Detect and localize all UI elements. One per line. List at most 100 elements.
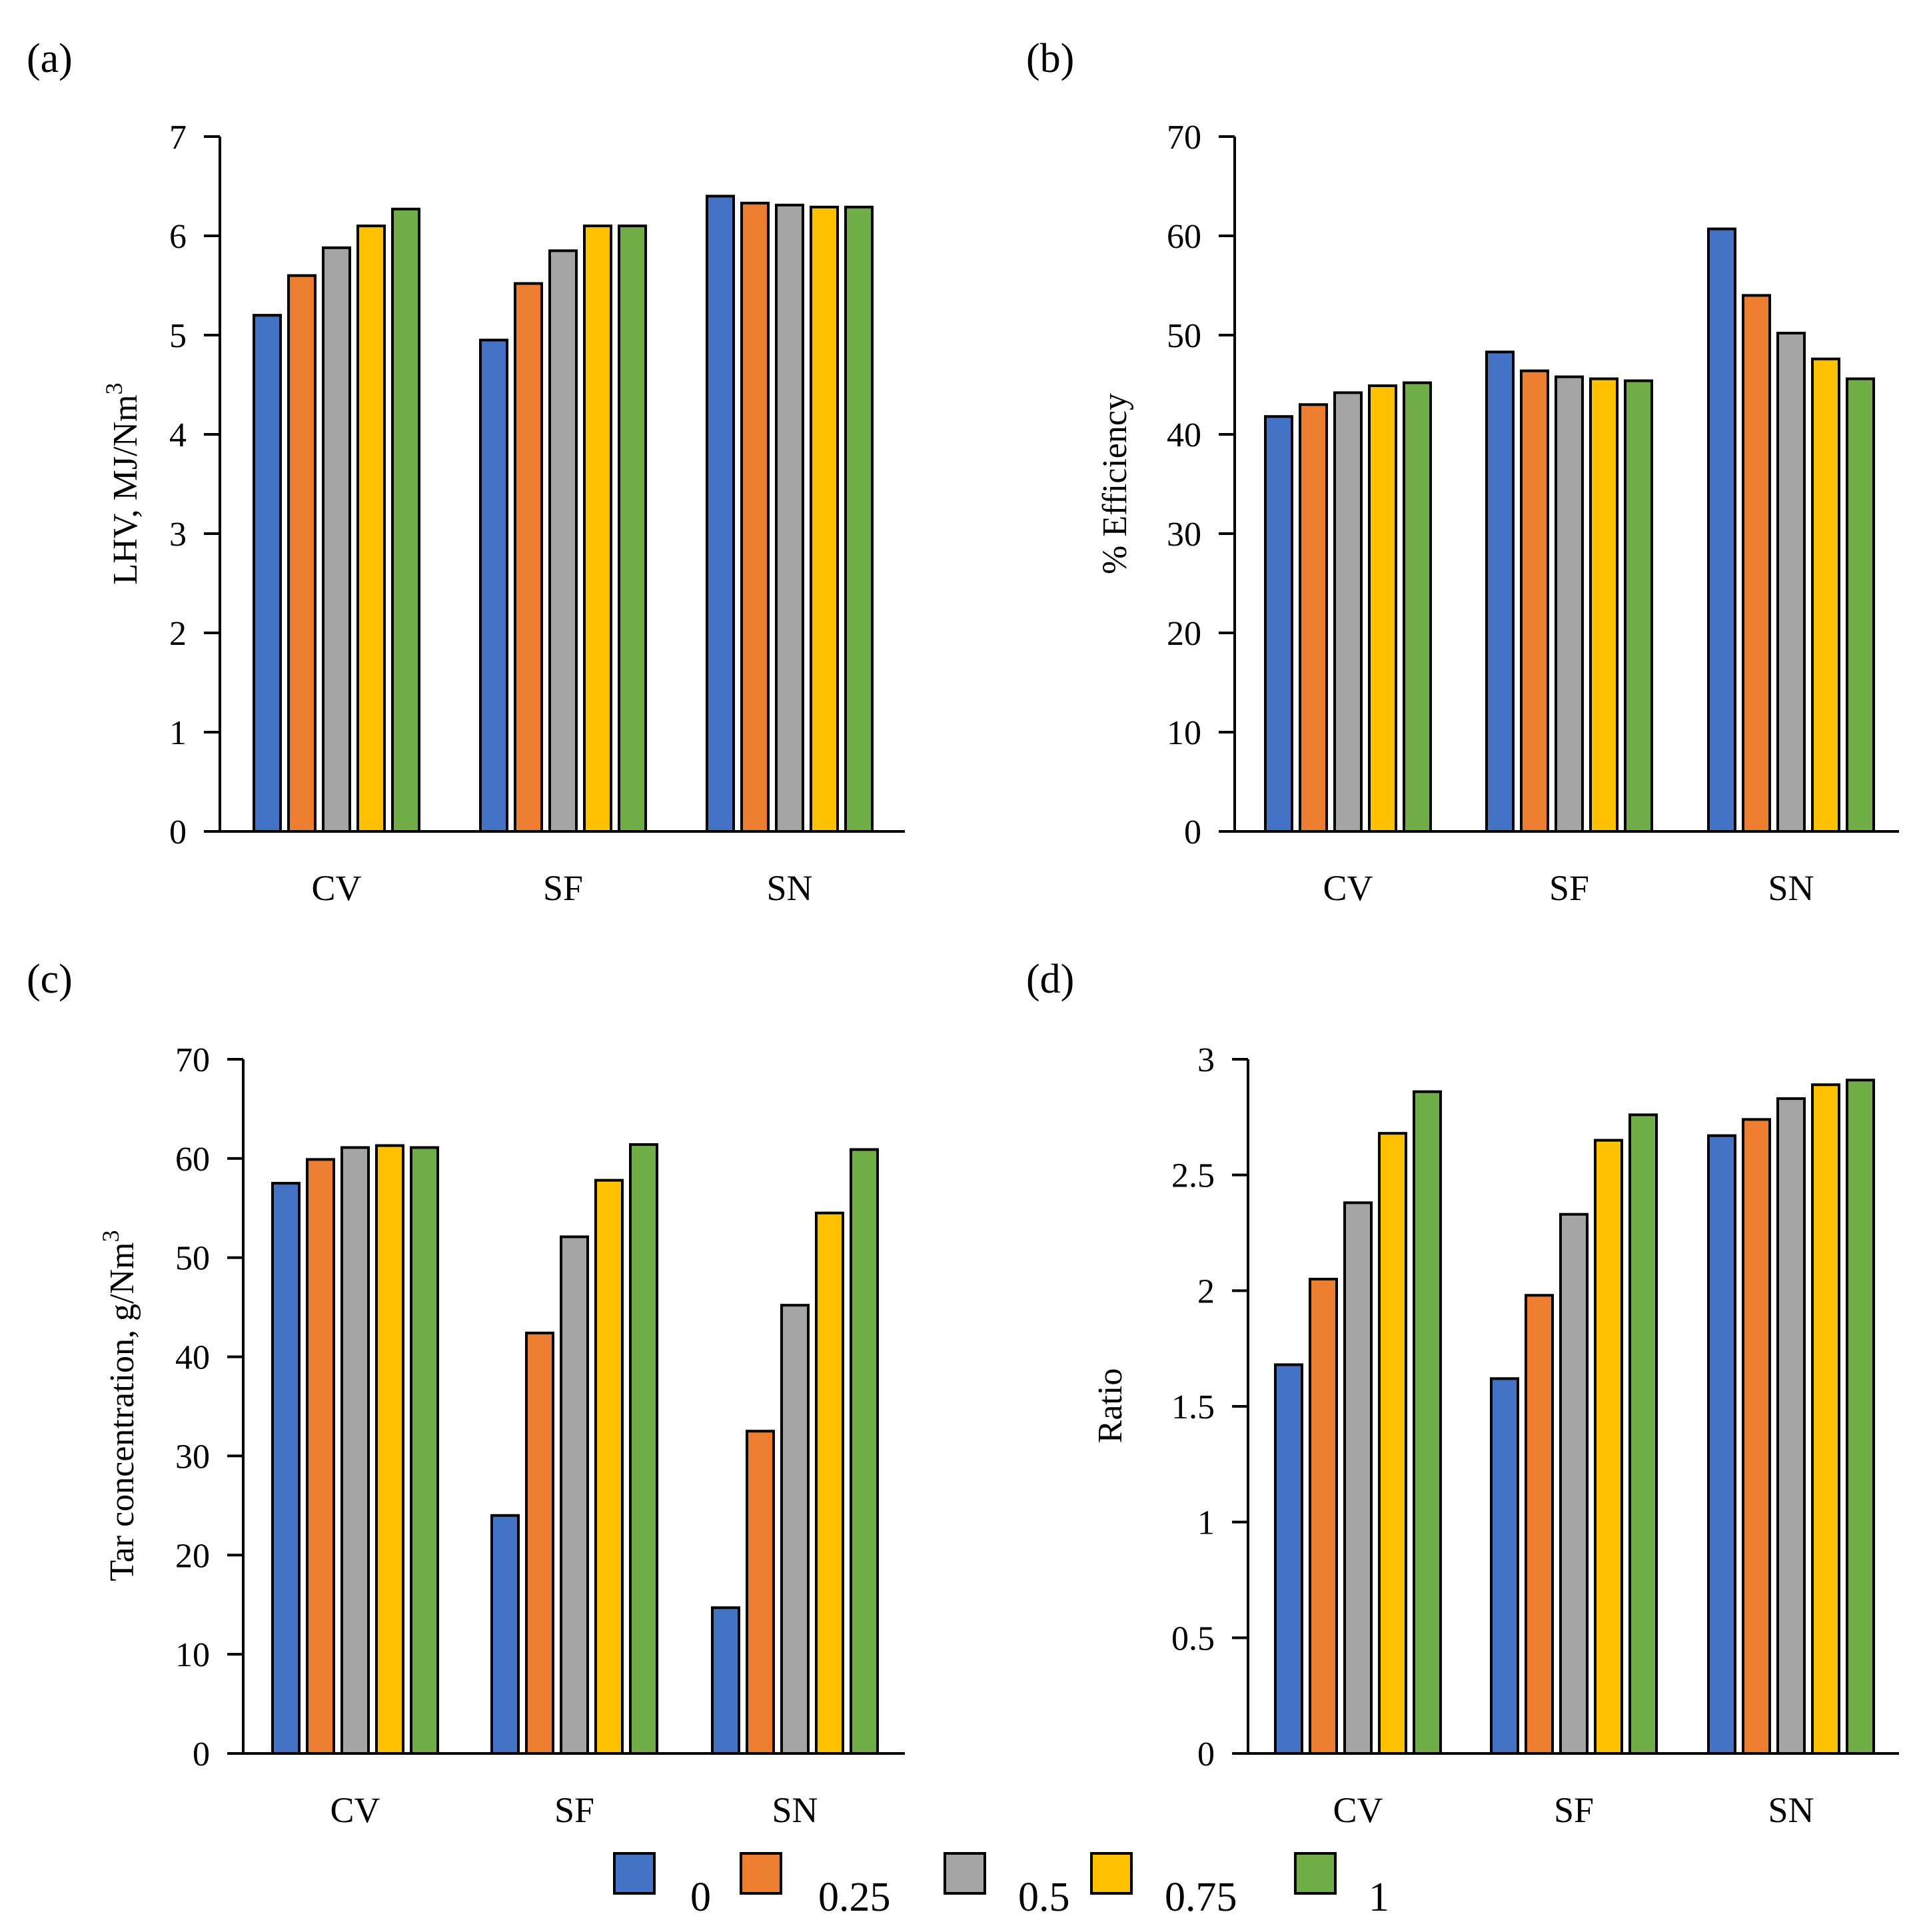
- bar-sf-1: [629, 1143, 658, 1755]
- bar-sn-0_75: [815, 1211, 844, 1755]
- y-tick-label: 10: [175, 1636, 210, 1674]
- y-tick-label: 50: [1167, 317, 1201, 355]
- x-category-label: SN: [1768, 1790, 1814, 1830]
- legend-item: 0.5: [944, 1852, 1070, 1920]
- chart-panel-c: (c) CV SF SN 0 10 20 30 40 50 60 70 Tar concentratio…: [27, 957, 905, 1830]
- y-tick-label: 70: [175, 1041, 210, 1079]
- y-tick-label: 20: [1167, 615, 1201, 653]
- bar-cv-0_25: [287, 274, 317, 833]
- y-axis-title-superscript: 3: [101, 382, 127, 394]
- legend-item: 0.25: [740, 1852, 891, 1920]
- bar-sn-1: [844, 205, 874, 833]
- bar-cv-0_75: [375, 1144, 404, 1755]
- bar-sf-0_5: [1555, 375, 1584, 833]
- y-axis-title: Ratio: [1091, 1368, 1129, 1444]
- bar-sn-0: [711, 1606, 740, 1755]
- bar-cv-0_25: [306, 1158, 335, 1755]
- y-tick-label: 0: [1184, 813, 1201, 851]
- bar-sf-0_75: [594, 1179, 624, 1755]
- legend: 0 0.25 0.5 0.75 1: [613, 1852, 1389, 1920]
- legend-label: 0.25: [818, 1875, 891, 1920]
- x-category-label: CV: [311, 868, 361, 908]
- y-tick-label: 60: [175, 1141, 210, 1179]
- y-axis-title-text: Tar concentration, g/Nm: [103, 1242, 141, 1582]
- bar-cv-0: [1274, 1363, 1303, 1755]
- bar-sf-0_5: [1559, 1212, 1589, 1755]
- y-tick-label: 40: [175, 1339, 210, 1377]
- y-tick-label: 20: [175, 1537, 210, 1575]
- bar-sf-0_75: [1589, 377, 1618, 833]
- bar-cv-0_75: [1378, 1132, 1407, 1755]
- x-category-label: SN: [772, 1790, 818, 1830]
- y-axis-title: % Efficiency: [1096, 393, 1134, 574]
- bar-sn-0_5: [775, 203, 804, 833]
- panel-tag: (a): [27, 36, 73, 81]
- y-axis-title: LHV, MJ/Nm3: [101, 382, 145, 584]
- bar-cv-1: [410, 1146, 439, 1755]
- x-category-label: CV: [1333, 1790, 1383, 1830]
- bar-sn-1: [1846, 377, 1875, 833]
- bar-sf-0_25: [1520, 369, 1549, 833]
- legend-item: 1: [1294, 1852, 1389, 1920]
- legend-item: 0: [613, 1852, 711, 1920]
- y-tick-label: 0.5: [1171, 1620, 1215, 1658]
- bar-sn-0: [1707, 1134, 1736, 1755]
- bar-sf-1: [618, 225, 647, 833]
- bar-sf-0_75: [1594, 1139, 1623, 1755]
- bar-cv-0: [1264, 415, 1293, 833]
- bar-sf-0_25: [514, 282, 543, 833]
- legend-label: 0.75: [1165, 1875, 1237, 1920]
- bar-sf-0: [490, 1514, 520, 1755]
- bar-cv-0: [253, 314, 282, 833]
- x-category-label: CV: [1323, 868, 1373, 908]
- y-tick-label: 2: [1197, 1272, 1215, 1310]
- y-tick-label: 50: [175, 1240, 210, 1278]
- bar-sf-0: [479, 338, 508, 833]
- bar-sf-0_5: [560, 1235, 589, 1755]
- bar-sn-0_5: [780, 1304, 810, 1755]
- chart-panel-d: (d) CV SF SN 0 0.5 1 1.5 2 2.5 3 Ratio: [1026, 957, 1899, 1830]
- y-tick-label: 0: [1197, 1735, 1215, 1773]
- bar-sn-0_75: [810, 205, 839, 833]
- bar-cv-1: [391, 207, 420, 833]
- legend-swatch: [740, 1852, 782, 1895]
- y-tick-label: 5: [169, 317, 187, 355]
- bar-sf-0_25: [525, 1331, 554, 1755]
- x-category-label: SN: [1768, 868, 1814, 908]
- legend-swatch: [613, 1852, 656, 1895]
- bar-cv-0_25: [1299, 403, 1328, 833]
- bar-sn-0_25: [1742, 1118, 1771, 1755]
- y-tick-label: 1: [169, 714, 187, 752]
- legend-swatch: [1294, 1852, 1337, 1895]
- x-category-label: SF: [543, 868, 583, 908]
- bar-sn-0_25: [740, 201, 770, 833]
- bar-sn-0: [706, 195, 735, 833]
- bar-sf-1: [1624, 379, 1653, 833]
- bar-cv-0_5: [1333, 391, 1363, 833]
- bar-cv-0_25: [1309, 1277, 1338, 1755]
- bar-sf-0: [1490, 1377, 1519, 1755]
- y-axis-title-text: LHV, MJ/Nm: [107, 394, 145, 584]
- y-tick-label: 0: [169, 813, 187, 851]
- bar-sn-0_5: [1776, 332, 1806, 833]
- panel-tag: (b): [1026, 36, 1074, 81]
- y-tick-label: 30: [1167, 516, 1201, 554]
- bar-sf-0_25: [1525, 1294, 1554, 1755]
- bar-cv-0_5: [340, 1146, 370, 1755]
- bar-sf-0_75: [583, 225, 612, 833]
- bar-cv-0: [271, 1182, 301, 1755]
- legend-item: 0.75: [1090, 1852, 1237, 1920]
- y-tick-label: 30: [175, 1438, 210, 1476]
- y-axis-title-text: Ratio: [1091, 1368, 1129, 1444]
- x-category-label: SF: [1549, 868, 1589, 908]
- panel-tag: (d): [1026, 957, 1074, 1002]
- y-tick-label: 3: [1197, 1041, 1215, 1079]
- bar-sn-0_25: [1742, 294, 1771, 833]
- y-tick-label: 60: [1167, 218, 1201, 256]
- y-axis-title: Tar concentration, g/Nm3: [97, 1230, 141, 1582]
- y-tick-label: 1: [1197, 1504, 1215, 1542]
- x-category-label: CV: [330, 1790, 380, 1830]
- bar-sn-0_25: [746, 1430, 775, 1755]
- x-category-label: SF: [1554, 1790, 1594, 1830]
